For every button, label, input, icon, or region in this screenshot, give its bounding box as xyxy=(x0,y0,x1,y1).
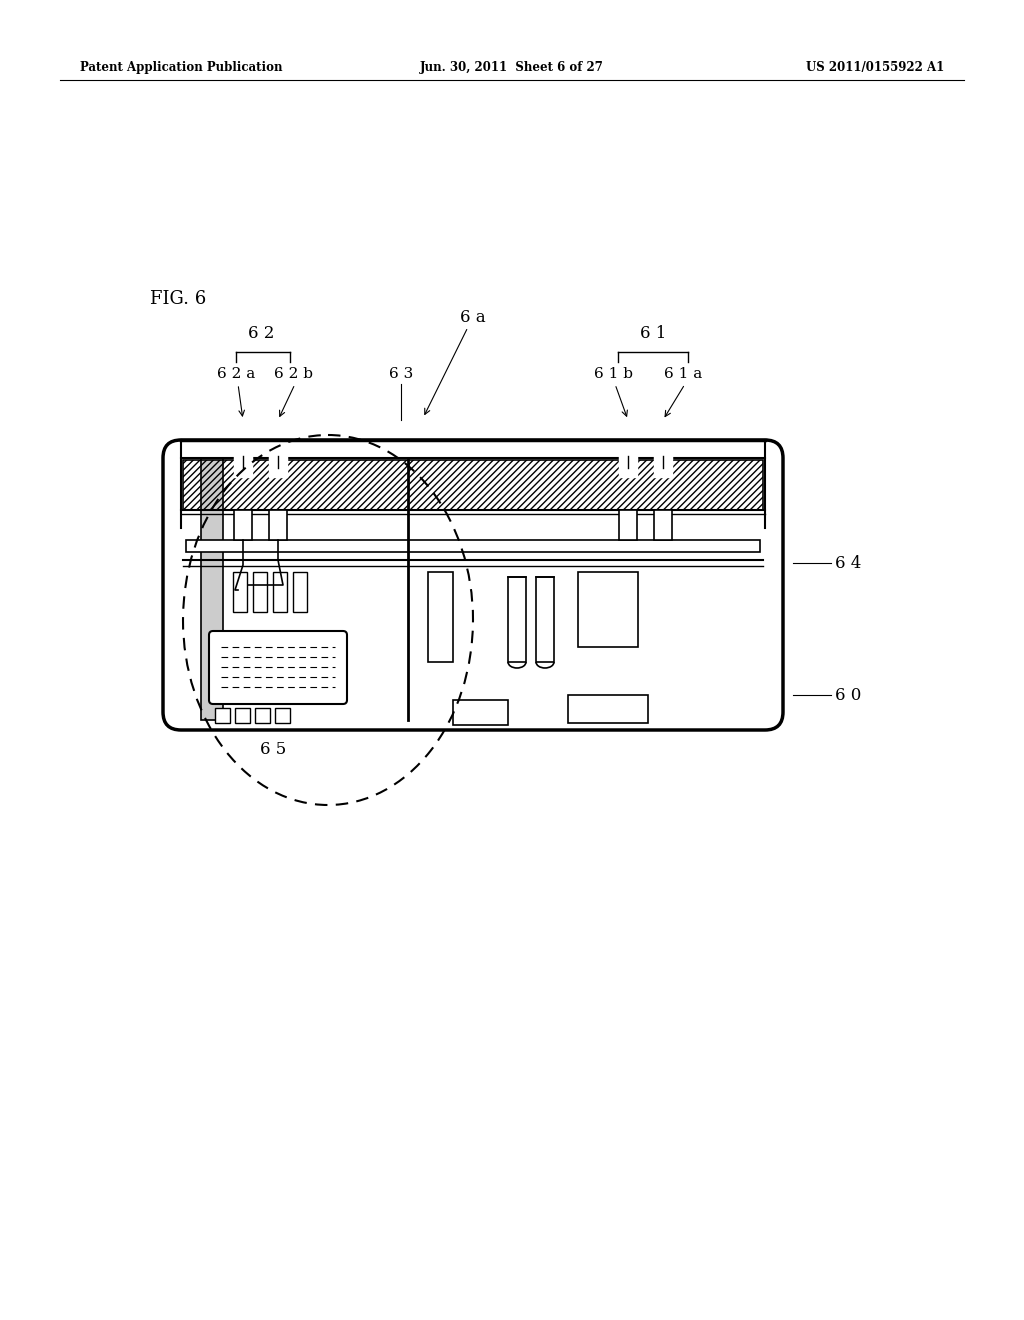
Bar xyxy=(201,458,223,719)
Bar xyxy=(273,572,287,612)
Bar xyxy=(275,708,290,723)
Bar xyxy=(253,572,267,612)
Text: Jun. 30, 2011  Sheet 6 of 27: Jun. 30, 2011 Sheet 6 of 27 xyxy=(420,62,604,74)
Text: 6 1 b: 6 1 b xyxy=(594,367,633,381)
Bar xyxy=(269,510,287,540)
Bar xyxy=(186,540,760,552)
Bar xyxy=(536,577,554,663)
Bar xyxy=(618,510,637,540)
Text: 6 3: 6 3 xyxy=(389,367,413,381)
Text: 6 1: 6 1 xyxy=(640,326,667,342)
Text: US 2011/0155922 A1: US 2011/0155922 A1 xyxy=(806,62,944,74)
Bar xyxy=(453,700,508,725)
Bar xyxy=(183,459,763,510)
Bar xyxy=(508,577,526,663)
Text: 6 a: 6 a xyxy=(460,309,485,326)
Text: 6 5: 6 5 xyxy=(260,742,286,759)
Bar xyxy=(255,708,270,723)
Bar xyxy=(568,696,648,723)
Bar xyxy=(293,572,307,612)
Text: 6 2 a: 6 2 a xyxy=(217,367,255,381)
Bar xyxy=(215,708,230,723)
Bar xyxy=(428,572,453,663)
Bar xyxy=(234,510,252,540)
Bar xyxy=(654,510,672,540)
Text: 6 2: 6 2 xyxy=(248,326,274,342)
Text: 6 1 a: 6 1 a xyxy=(664,367,702,381)
Text: FIG. 6: FIG. 6 xyxy=(150,290,206,308)
FancyBboxPatch shape xyxy=(209,631,347,704)
Bar xyxy=(578,572,638,647)
Text: Patent Application Publication: Patent Application Publication xyxy=(80,62,283,74)
Bar xyxy=(233,572,247,612)
Bar xyxy=(234,708,250,723)
PathPatch shape xyxy=(163,440,783,730)
Text: 6 2 b: 6 2 b xyxy=(273,367,312,381)
Text: 6 4: 6 4 xyxy=(835,554,861,572)
Text: 6 0: 6 0 xyxy=(835,686,861,704)
